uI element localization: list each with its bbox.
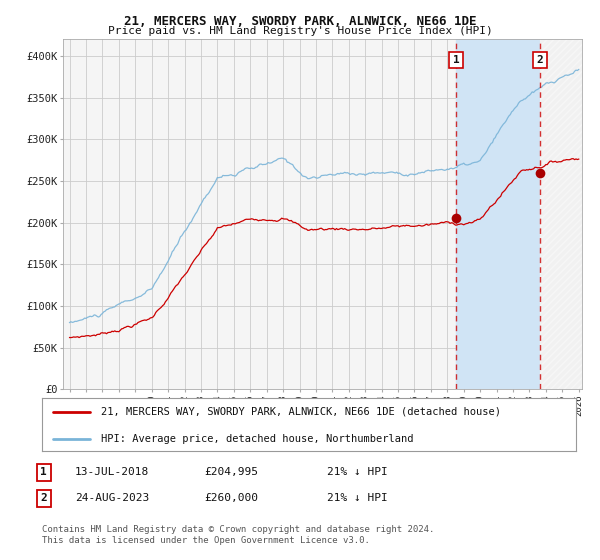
- Text: £260,000: £260,000: [204, 493, 258, 503]
- Text: £204,995: £204,995: [204, 467, 258, 477]
- Text: HPI: Average price, detached house, Northumberland: HPI: Average price, detached house, Nort…: [101, 434, 413, 444]
- Bar: [456, 39, 540, 389]
- Text: Contains HM Land Registry data © Crown copyright and database right 2024.
This d: Contains HM Land Registry data © Crown c…: [42, 525, 434, 545]
- Text: 21, MERCERS WAY, SWORDY PARK, ALNWICK, NE66 1DE: 21, MERCERS WAY, SWORDY PARK, ALNWICK, N…: [124, 15, 476, 27]
- Bar: [540, 39, 582, 389]
- Text: 13-JUL-2018: 13-JUL-2018: [75, 467, 149, 477]
- Text: 2: 2: [40, 493, 47, 503]
- Text: 21% ↓ HPI: 21% ↓ HPI: [327, 467, 388, 477]
- Text: 21% ↓ HPI: 21% ↓ HPI: [327, 493, 388, 503]
- Bar: [540, 39, 582, 389]
- Text: 1: 1: [40, 467, 47, 477]
- Text: 21, MERCERS WAY, SWORDY PARK, ALNWICK, NE66 1DE (detached house): 21, MERCERS WAY, SWORDY PARK, ALNWICK, N…: [101, 407, 501, 417]
- Text: 2: 2: [537, 55, 544, 65]
- Text: Price paid vs. HM Land Registry's House Price Index (HPI): Price paid vs. HM Land Registry's House …: [107, 26, 493, 36]
- Text: 1: 1: [452, 55, 460, 65]
- Text: 24-AUG-2023: 24-AUG-2023: [75, 493, 149, 503]
